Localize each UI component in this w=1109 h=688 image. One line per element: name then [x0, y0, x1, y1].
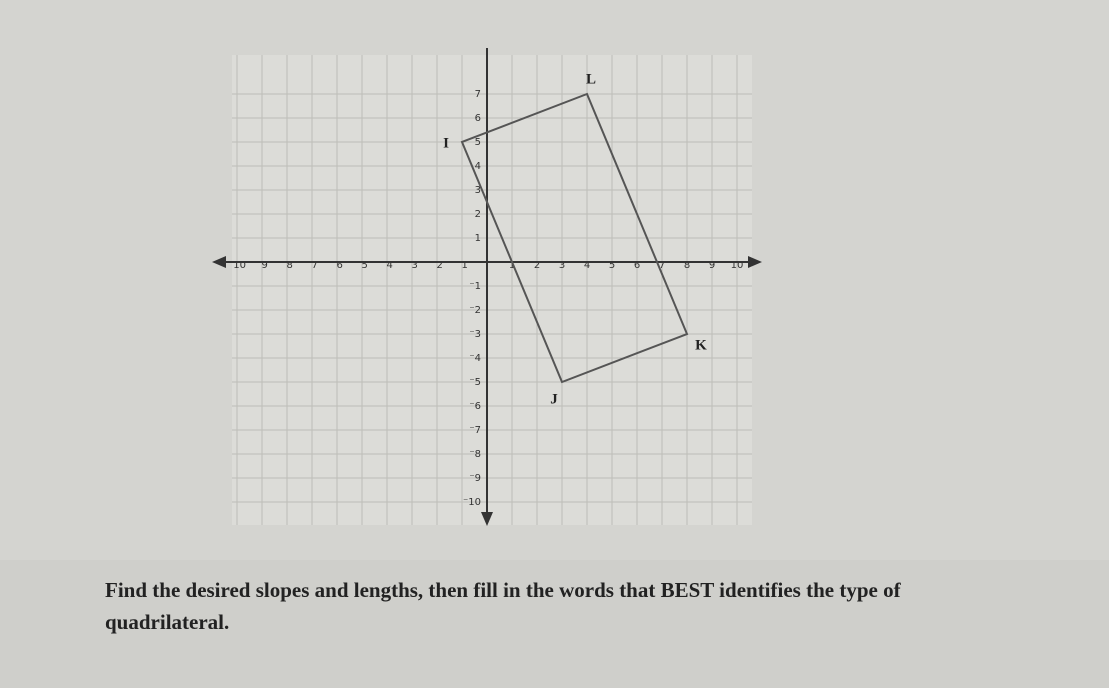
y-tick-label: ⁻5: [469, 377, 481, 388]
y-tick-label: ⁻8: [469, 449, 481, 460]
x-tick-label: ⁻6: [331, 260, 343, 271]
x-tick-label: ⁻5: [356, 260, 368, 271]
x-tick-label: 2: [534, 260, 540, 271]
axis-arrow: [212, 256, 226, 268]
y-tick-label: ⁻9: [469, 473, 481, 484]
y-tick-label: 3: [475, 185, 481, 196]
y-tick-label: 2: [475, 209, 481, 220]
x-tick-label: 7: [659, 260, 665, 271]
y-tick-label: ⁻4: [469, 353, 481, 364]
x-tick-label: ⁻2: [431, 260, 443, 271]
x-tick-label: 1: [509, 260, 515, 271]
vertex-label: I: [443, 135, 449, 151]
vertex-label: J: [550, 391, 558, 407]
quadrilateral: [460, 92, 689, 384]
x-tick-label: ⁻7: [306, 260, 318, 271]
y-tick-label: 1: [475, 233, 481, 244]
y-tick-label: ⁻6: [469, 401, 481, 412]
axis-arrow: [748, 256, 762, 268]
vertex-label: L: [586, 71, 596, 87]
y-tick-label: 7: [475, 89, 481, 100]
axis-arrow: [481, 512, 493, 526]
question-line: quadrilateral.: [105, 610, 230, 634]
x-tick-label: 3: [559, 260, 565, 271]
y-tick-label: 6: [475, 113, 481, 124]
x-tick-label: 5: [609, 260, 615, 271]
question-line: Find the desired slopes and lengths, the…: [105, 578, 901, 602]
y-tick-label: ⁻1: [469, 281, 481, 292]
y-tick-label: 5: [475, 137, 481, 148]
x-tick-label: 8: [684, 260, 690, 271]
x-tick-label: 10: [731, 260, 744, 271]
y-tick-label: 4: [475, 161, 481, 172]
y-tick-label: ⁻10: [463, 497, 481, 508]
x-tick-label: ⁻1: [456, 260, 468, 271]
y-tick-label: ⁻3: [469, 329, 481, 340]
x-tick-label: ⁻8: [281, 260, 293, 271]
y-tick-label: ⁻2: [469, 305, 481, 316]
x-tick-label: 6: [634, 260, 640, 271]
x-tick-label: ⁻10: [228, 260, 246, 271]
y-tick-label: ⁻7: [469, 425, 481, 436]
coordinate-plane: ⁻10 ⁻9 ⁻8 ⁻7 ⁻6 ⁻5 ⁻4 ⁻3 ⁻2 ⁻1 1 2 3 4 5 6 7 8 9 10 ⁻10 ⁻9 ⁻8 ⁻…: [212, 48, 762, 526]
x-tick-label: 4: [584, 260, 590, 271]
x-tick-label: ⁻9: [256, 260, 268, 271]
x-tick-label: ⁻4: [381, 260, 393, 271]
grid-area: [232, 55, 752, 525]
vertex-label: K: [695, 337, 707, 353]
x-tick-label: 9: [709, 260, 715, 271]
x-tick-label: ⁻3: [406, 260, 418, 271]
